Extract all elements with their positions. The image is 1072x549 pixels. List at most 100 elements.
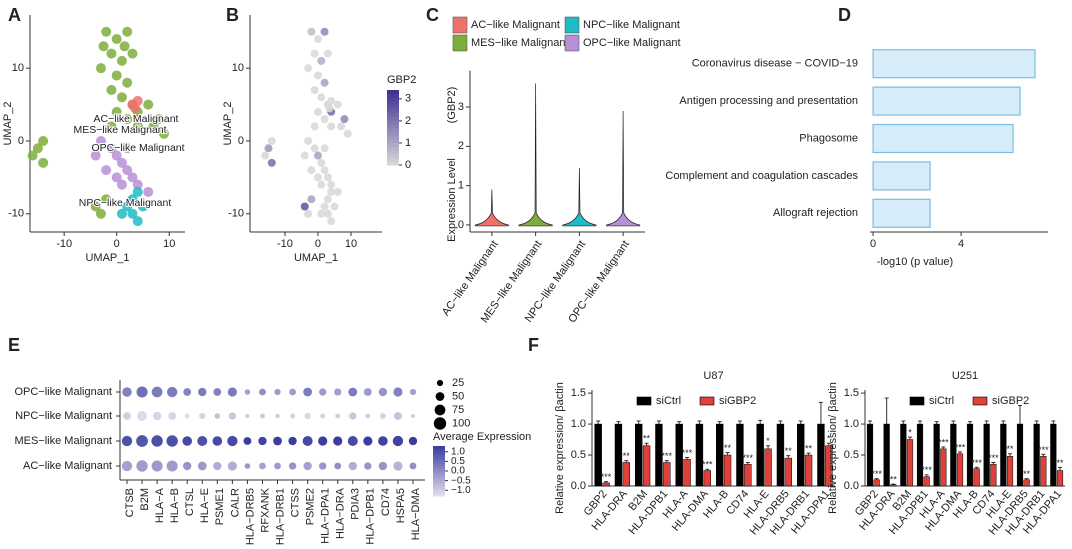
significance: ** bbox=[1006, 444, 1014, 454]
colorbar-step bbox=[433, 446, 445, 449]
cell-point bbox=[111, 172, 122, 183]
dot bbox=[275, 413, 280, 419]
error-bar bbox=[604, 481, 609, 483]
cell-point bbox=[122, 143, 133, 154]
error-bar bbox=[941, 446, 946, 449]
dot bbox=[288, 462, 297, 470]
panel-label: F bbox=[528, 335, 539, 355]
legend-label: NPC−like Malignant bbox=[583, 19, 680, 31]
cell-point bbox=[300, 202, 309, 211]
bar bbox=[933, 423, 940, 487]
y-tick-label: 2 bbox=[458, 140, 464, 152]
bar bbox=[683, 459, 691, 487]
dot bbox=[289, 388, 296, 396]
significance: *** bbox=[682, 448, 693, 458]
cell-point bbox=[307, 27, 316, 36]
dot bbox=[363, 388, 372, 396]
cell-point bbox=[95, 135, 106, 146]
error-bar bbox=[806, 452, 811, 456]
dot bbox=[392, 435, 404, 447]
dot bbox=[378, 387, 388, 397]
dot bbox=[348, 387, 358, 397]
colorbar-step bbox=[387, 93, 399, 98]
error-bar bbox=[918, 420, 922, 425]
error-bar bbox=[616, 421, 621, 425]
bar bbox=[872, 161, 931, 191]
bar bbox=[776, 423, 785, 487]
x-tick-label: CTSL bbox=[184, 488, 196, 516]
dot bbox=[122, 387, 132, 397]
cell-point bbox=[116, 55, 127, 66]
error-bar bbox=[908, 436, 912, 440]
significance: *** bbox=[921, 465, 932, 475]
y-tick-label: 1 bbox=[458, 180, 464, 192]
bar bbox=[950, 423, 957, 487]
cell-point bbox=[313, 35, 322, 44]
y-tick-label: -10 bbox=[8, 208, 24, 220]
cell-point bbox=[323, 209, 332, 218]
cell-point bbox=[317, 93, 326, 102]
panel-label: C bbox=[426, 5, 439, 25]
error-bar bbox=[697, 420, 702, 425]
bar bbox=[923, 476, 930, 487]
dot bbox=[348, 461, 357, 471]
x-tick-label: HLA−DRB1 bbox=[274, 488, 286, 545]
colorbar-step bbox=[433, 466, 445, 469]
dot bbox=[260, 413, 265, 419]
dot bbox=[213, 461, 222, 471]
error-bar bbox=[766, 445, 771, 449]
cell-point bbox=[132, 121, 143, 132]
bar bbox=[1016, 423, 1024, 487]
colorbar-label: 2 bbox=[405, 115, 411, 127]
dot bbox=[302, 436, 313, 446]
cell-point bbox=[323, 49, 332, 58]
dot bbox=[151, 386, 163, 398]
significance: ** bbox=[785, 446, 793, 456]
cell-point bbox=[122, 26, 133, 37]
x-tick-label: HLA−E bbox=[199, 488, 211, 523]
cell-point bbox=[101, 165, 112, 176]
cell-point bbox=[307, 195, 316, 204]
error-bar bbox=[636, 420, 641, 425]
colorbar-label: 0.5 bbox=[451, 456, 465, 467]
colorbar-title: Average Expression bbox=[433, 431, 531, 443]
cell-point bbox=[330, 202, 339, 211]
x-tick-label: CALR bbox=[229, 488, 241, 517]
error-bar bbox=[677, 421, 682, 425]
chart-title: U251 bbox=[952, 370, 978, 382]
bar-label: Allograft rejection bbox=[773, 207, 858, 219]
bar bbox=[614, 423, 623, 487]
error-bar bbox=[924, 474, 929, 477]
cell-point bbox=[320, 144, 329, 153]
error-bar bbox=[737, 420, 742, 425]
bar bbox=[804, 454, 813, 487]
bar bbox=[900, 423, 907, 487]
significance: ** bbox=[623, 451, 631, 461]
y-tick-label: 0.0 bbox=[571, 480, 586, 492]
significance: ** bbox=[805, 444, 813, 454]
significance: *** bbox=[971, 458, 982, 468]
bar bbox=[634, 423, 643, 487]
legend-swatch bbox=[699, 396, 715, 406]
cell-point bbox=[127, 194, 138, 205]
x-tick-label: HLA−DRB5 bbox=[244, 488, 256, 545]
dot bbox=[228, 412, 237, 420]
dot bbox=[349, 412, 357, 420]
y-tick-label: OPC−like Malignant bbox=[14, 386, 112, 398]
error-bar bbox=[826, 442, 831, 446]
dot bbox=[166, 460, 178, 472]
panel-label: B bbox=[226, 5, 239, 25]
bar bbox=[872, 49, 1036, 79]
x-tick-label: 0 bbox=[315, 238, 321, 250]
dot bbox=[136, 386, 148, 398]
error-bar bbox=[874, 478, 879, 480]
cell-point bbox=[132, 186, 143, 197]
dot bbox=[364, 462, 372, 470]
dot bbox=[136, 435, 148, 447]
error-bar bbox=[984, 420, 989, 425]
significance: ** bbox=[1023, 469, 1031, 479]
bar bbox=[602, 482, 610, 487]
colorbar-label: 3 bbox=[405, 93, 411, 105]
cell-point bbox=[340, 115, 349, 124]
colorbar-label: −1.0 bbox=[451, 485, 471, 496]
